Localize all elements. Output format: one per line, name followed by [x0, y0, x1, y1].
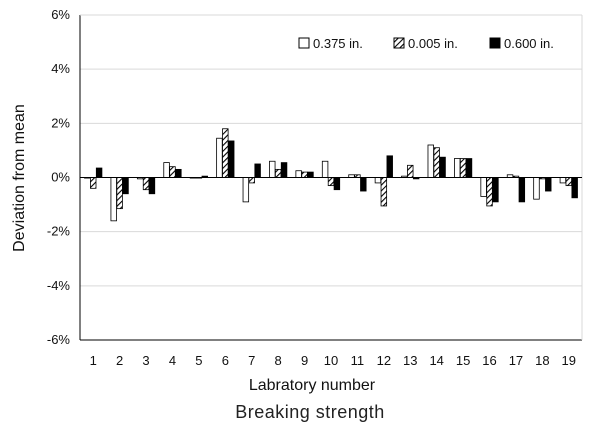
bar [374, 177, 382, 184]
bar [480, 177, 487, 197]
bar [90, 177, 97, 189]
bar [163, 162, 170, 178]
bar [360, 177, 367, 192]
bar [380, 177, 388, 207]
bar [327, 177, 335, 187]
bar [274, 168, 282, 178]
x-tick-label: 6 [222, 353, 229, 368]
y-tick-label: 6% [51, 7, 70, 22]
bars [84, 128, 578, 222]
y-axis-title: Deviation from mean [11, 104, 28, 252]
x-tick-label: 13 [403, 353, 417, 368]
x-tick-label: 11 [351, 353, 365, 368]
bar [333, 177, 341, 191]
bar [533, 177, 540, 200]
legend: 0.375 in. 0.005 in. 0.600 in. [298, 36, 554, 51]
bar [248, 177, 255, 184]
legend-label: 0.375 in. [313, 36, 363, 51]
x-tick-label: 12 [377, 353, 391, 368]
bar [559, 177, 567, 184]
bar [280, 162, 288, 178]
x-tick-label: 3 [142, 353, 149, 368]
bar [110, 177, 117, 222]
bar [301, 171, 308, 178]
legend-label: 0.005 in. [408, 36, 458, 51]
chart-caption: Breaking strength [235, 402, 385, 422]
bar [545, 177, 552, 192]
bar [571, 177, 578, 199]
bar [216, 137, 223, 178]
bar [148, 177, 156, 195]
x-tick-label: 8 [275, 353, 282, 368]
y-tick-label: 4% [51, 61, 70, 76]
bar [295, 170, 302, 178]
bar [254, 163, 261, 178]
x-tick-label: 17 [509, 353, 523, 368]
bar [459, 158, 467, 178]
legend-swatch [393, 37, 405, 49]
bar [116, 177, 123, 210]
bar [228, 140, 235, 178]
y-tick-label: -6% [47, 332, 71, 347]
bar [492, 177, 499, 203]
y-tick-label: -4% [47, 278, 71, 293]
bar [269, 160, 276, 178]
bar [465, 158, 473, 178]
bar [427, 144, 434, 178]
x-tick-label: 18 [535, 353, 549, 368]
x-tick-label: 14 [429, 353, 443, 368]
x-tick-label: 7 [248, 353, 255, 368]
x-tick-label: 4 [169, 353, 176, 368]
bar [407, 164, 414, 178]
x-tick-label: 9 [301, 353, 308, 368]
axes: -6%-4%-2%0%2%4%6%1 2 3 4 5 6 7 8 9 10 11 12 13 14 15 16… [47, 7, 583, 368]
x-tick-label: 5 [195, 353, 202, 368]
bar [242, 177, 250, 203]
bar [486, 177, 493, 207]
bar [454, 158, 461, 178]
bar [95, 167, 103, 178]
bar [122, 177, 129, 195]
x-tick-label: 10 [324, 353, 338, 368]
x-tick-label: 1 [90, 353, 97, 368]
x-tick-label: 15 [456, 353, 470, 368]
x-tick-label: 2 [116, 353, 123, 368]
bar [565, 177, 572, 187]
bar [518, 177, 526, 203]
bar [307, 171, 314, 178]
bar [439, 156, 446, 178]
legend-swatch [298, 37, 310, 49]
y-tick-label: -2% [47, 224, 71, 239]
bar [386, 155, 393, 178]
bar [321, 160, 329, 178]
bar [175, 168, 182, 178]
legend-swatch [489, 37, 501, 49]
y-tick-label: 0% [51, 170, 70, 185]
y-tick-label: 2% [51, 115, 70, 130]
bar [142, 177, 150, 191]
x-tick-label: 16 [482, 353, 496, 368]
bar [169, 166, 176, 178]
x-tick-label: 19 [562, 353, 576, 368]
legend-label: 0.600 in. [504, 36, 554, 51]
x-axis-title: Labratory number [249, 377, 376, 394]
bar [433, 147, 440, 178]
bar [222, 128, 229, 178]
